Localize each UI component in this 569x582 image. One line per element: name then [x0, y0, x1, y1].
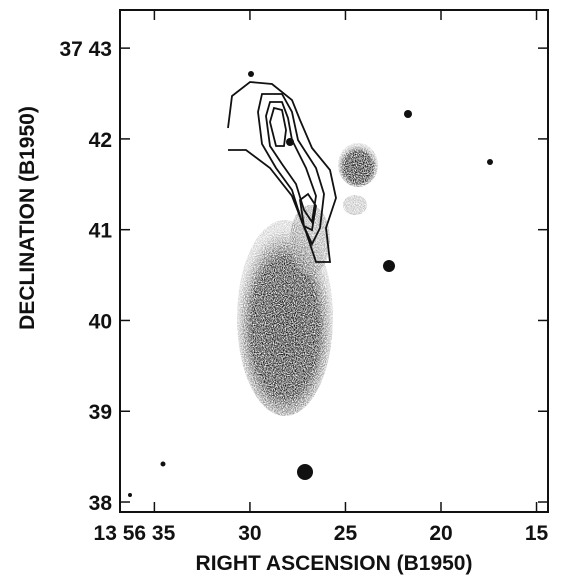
y-tick-label: 42 [89, 129, 112, 152]
y-axis-label: DECLINATION (B1950) [16, 106, 39, 330]
x-tick-label: 25 [334, 522, 358, 545]
y-tick-label: 37 43 [59, 38, 112, 61]
x-tick-label: 15 [525, 522, 549, 545]
y-tick-label: 41 [89, 220, 113, 243]
contours [227, 81, 337, 263]
x-tick-label: 20 [429, 522, 452, 545]
image [237, 143, 378, 416]
y-tick-label: 38 [89, 492, 113, 515]
x-tick-label: 30 [238, 522, 261, 545]
y-tick-label: 39 [89, 401, 112, 424]
plot-frame [119, 9, 549, 513]
stars [128, 71, 493, 497]
x-tick-label: 13 56 35 [94, 522, 176, 545]
x-axis-label: RIGHT ASCENSION (B1950) [196, 552, 473, 575]
y-tick-label: 40 [89, 310, 112, 333]
